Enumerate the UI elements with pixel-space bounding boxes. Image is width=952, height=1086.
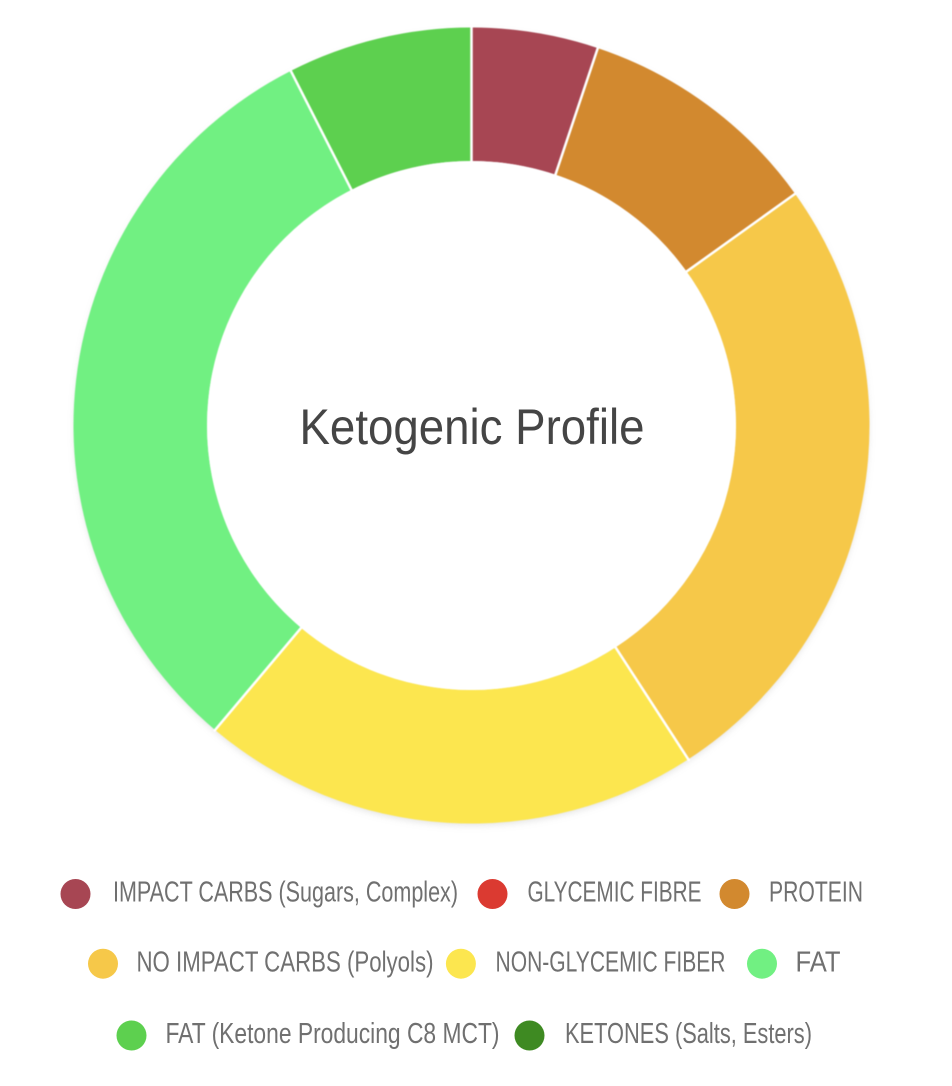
svg-text:FAT (Ketone Producing C8 MCT): FAT (Ketone Producing C8 MCT) [166, 1018, 500, 1050]
svg-text:IMPACT CARBS (Sugars, Complex): IMPACT CARBS (Sugars, Complex) [113, 877, 458, 909]
svg-text:NO IMPACT CARBS (Polyols): NO IMPACT CARBS (Polyols) [137, 946, 434, 978]
svg-text:GLYCEMIC FIBRE: GLYCEMIC FIBRE [528, 877, 702, 909]
svg-text:NON-GLYCEMIC FIBER: NON-GLYCEMIC FIBER [496, 946, 726, 978]
svg-text:FAT: FAT [796, 946, 841, 978]
svg-text:KETONES (Salts, Esters): KETONES (Salts, Esters) [565, 1018, 812, 1050]
svg-text:Ketogenic Profile: Ketogenic Profile [300, 399, 645, 455]
svg-text:PROTEIN: PROTEIN [769, 877, 863, 909]
